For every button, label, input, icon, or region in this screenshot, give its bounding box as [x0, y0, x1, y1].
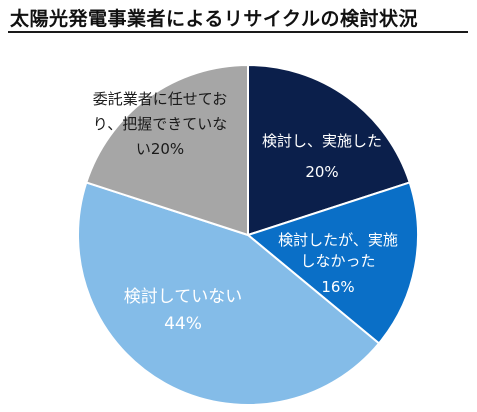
- slice-value-3: 44%: [164, 314, 202, 334]
- pie-slice-2: [245, 181, 419, 345]
- pie-slice-1: [247, 63, 411, 237]
- slice-label-1-line-1: 検討し、実施した: [262, 132, 382, 150]
- slice-label-3-line-1: 検討していない: [124, 287, 243, 307]
- slice-label-2-line-1: 検討したが、実施: [278, 231, 398, 249]
- chart-title: 太陽光発電事業者によるリサイクルの検討状況: [10, 8, 418, 30]
- slice-label-4-line-2: り、把握できていな: [93, 115, 227, 133]
- slice-label-2-line-2: しなかった: [300, 252, 375, 270]
- pie-slice-3: [77, 181, 381, 406]
- slice-label-4-line-1: 委託業者に任せてお: [93, 90, 228, 108]
- title-underline: [8, 31, 468, 33]
- slice-value-2: 16%: [321, 278, 354, 296]
- slice-value-4: い20%: [136, 140, 184, 158]
- slice-value-1: 20%: [305, 163, 338, 181]
- pie-slice-4: [85, 63, 249, 237]
